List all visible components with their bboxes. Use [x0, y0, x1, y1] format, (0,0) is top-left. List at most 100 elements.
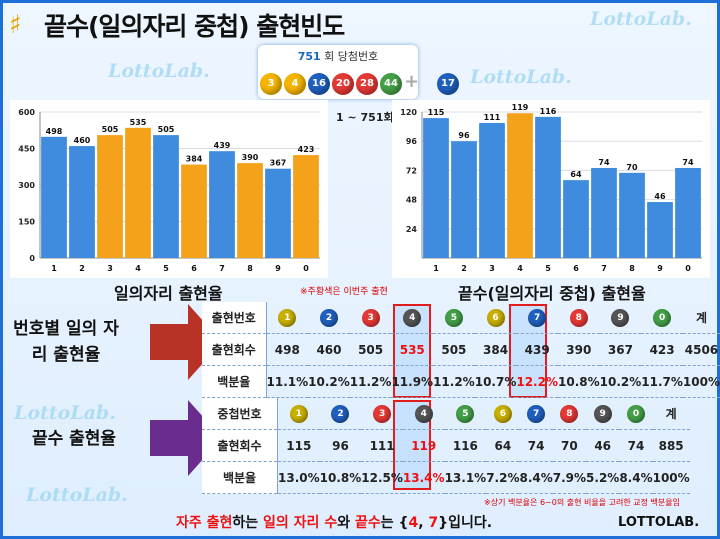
page-title: 끝수(일의자리 중첩) 출현빈도 — [44, 12, 345, 41]
count-cell: 460 — [308, 333, 350, 366]
watermark: LottoLab. — [470, 66, 572, 88]
count-cell: 111 — [361, 429, 403, 462]
number-ball: 0 — [626, 404, 645, 423]
pct-total: 100% — [682, 365, 720, 398]
count-cell: 115 — [277, 429, 320, 462]
number-ball: 8 — [560, 404, 579, 423]
count-cell: 390 — [558, 333, 600, 366]
x-tick-label: 9 — [275, 264, 281, 273]
total-header: 계 — [652, 398, 690, 430]
pct-cell: 8.4% — [519, 461, 553, 494]
data-label: 64 — [570, 170, 582, 179]
chart-title-last-digit: 끝수(일의자리 중첩) 출현율 — [458, 284, 646, 303]
winning-ball: 44 — [380, 73, 402, 95]
table-row: 출현회수 498 460 505 535 505 384 439 390 367… — [202, 333, 720, 366]
stats-table-last-digit: 중첩번호 1 2 3 4 5 6 7 8 9 0 계 출현회수 115 96 1… — [202, 398, 690, 494]
conclusion-text: 자주 출현하는 일의 자리 수와 끝수는 {4, 7}입니다. — [176, 512, 492, 532]
pct-cell: 10.2% — [599, 365, 642, 398]
data-label: 74 — [598, 158, 610, 167]
table-row: 백분율 11.1% 10.2% 11.2% 11.9% 11.2% 10.7% … — [202, 365, 720, 398]
bar — [181, 164, 207, 258]
bar — [209, 151, 235, 258]
chart-ones-digit: 0 150 300 450 600 498 1 460 2 505 3 535 4 505 5 384 6 439… — [10, 100, 328, 278]
number-ball: 2 — [331, 404, 350, 423]
x-tick-label: 5 — [545, 264, 551, 273]
bar — [507, 113, 533, 258]
draw-label: 회 당첨번호 — [324, 50, 379, 63]
x-tick-label: 4 — [517, 264, 523, 273]
conclusion-part: }입니다. — [438, 515, 493, 531]
conclusion-part: 와 — [337, 515, 355, 531]
y-tick-label: 600 — [18, 108, 35, 117]
bar — [153, 135, 179, 258]
watermark: LottoLab. — [590, 8, 692, 30]
count-cell: 74 — [619, 429, 653, 462]
pct-cell: 12.5% — [361, 461, 403, 494]
pct-cell: 11.2% — [433, 365, 475, 398]
conclusion-part: 일의 자리 수 — [263, 515, 338, 531]
conclusion-part: , — [418, 515, 429, 531]
highlight-note: ※주황색은 이번주 출현 — [300, 287, 388, 297]
bonus-ball: 17 — [437, 73, 459, 95]
number-ball: 6 — [486, 308, 505, 327]
count-total: 4506 — [682, 333, 720, 366]
range-label: 1 ~ 751회 — [336, 111, 394, 124]
y-tick-label: 450 — [18, 145, 35, 154]
x-tick-label: 8 — [247, 264, 253, 273]
pct-total: 100% — [652, 461, 690, 494]
y-tick-label: 150 — [18, 218, 35, 227]
x-tick-label: 3 — [489, 264, 495, 273]
count-cell: 505 — [349, 333, 392, 366]
x-tick-label: 7 — [601, 264, 607, 273]
pct-cell: 11.9% — [391, 365, 434, 398]
x-tick-label: 3 — [107, 264, 113, 273]
number-ball: 5 — [456, 404, 475, 423]
brand-text: LOTTOLAB. — [618, 515, 700, 530]
bar — [125, 127, 151, 258]
data-label: 505 — [158, 125, 175, 134]
stats-table-ones-digit: 출현번호 1 2 3 4 5 6 7 8 9 0 계 출현회수 498 460 … — [202, 302, 720, 398]
row-header: 출현회수 — [202, 429, 278, 462]
count-cell: 367 — [599, 333, 642, 366]
winning-ball: 28 — [356, 73, 378, 95]
pct-cell: 11.7% — [641, 365, 683, 398]
watermark: LottoLab. — [108, 60, 210, 82]
winning-ball: 4 — [284, 73, 306, 95]
pct-cell: 10.2% — [308, 365, 350, 398]
y-tick-label: 24 — [406, 225, 418, 234]
number-ball: 1 — [289, 404, 308, 423]
total-header: 계 — [682, 302, 720, 334]
count-cell: 96 — [319, 429, 362, 462]
row-header: 출현회수 — [202, 333, 267, 366]
footnote: ※상기 백분율은 6~0의 출현 비율을 고려한 교정 백분율임 — [484, 498, 680, 507]
number-ball: 3 — [373, 404, 392, 423]
bar — [535, 116, 561, 258]
winning-ball: 16 — [308, 73, 330, 95]
bar — [675, 167, 701, 258]
chart-title-ones-digit: 일의자리 출현율 — [114, 284, 223, 303]
x-tick-label: 9 — [657, 264, 663, 273]
table-row: 백분율 13.0% 10.8% 12.5% 13.4% 13.1% 7.2% 8… — [202, 461, 690, 494]
count-cell: 119 — [402, 429, 445, 462]
draw-round: 751 — [297, 50, 321, 63]
pct-cell: 7.9% — [552, 461, 587, 494]
count-cell: 423 — [641, 333, 683, 366]
row-header: 출현번호 — [202, 302, 267, 334]
data-label: 74 — [682, 158, 694, 167]
pct-cell: 13.1% — [444, 461, 487, 494]
count-cell: 498 — [266, 333, 309, 366]
x-tick-label: 2 — [461, 264, 467, 273]
chart-last-digit-overlap: 24 48 72 96 120 115 1 96 2 111 3 119 4 116 5 64 6 74 7 70 8 4… — [392, 100, 710, 278]
bar — [265, 168, 291, 258]
x-tick-label: 0 — [685, 264, 691, 273]
x-tick-label: 7 — [219, 264, 225, 273]
number-ball: 3 — [361, 308, 380, 327]
number-ball: 8 — [569, 308, 588, 327]
number-ball: 1 — [278, 308, 297, 327]
bar — [293, 155, 319, 258]
data-label: 96 — [458, 131, 470, 140]
conclusion-part: 자주 출현 — [176, 515, 233, 531]
pct-cell: 10.7% — [474, 365, 517, 398]
bar — [647, 202, 673, 258]
bar — [591, 167, 617, 258]
